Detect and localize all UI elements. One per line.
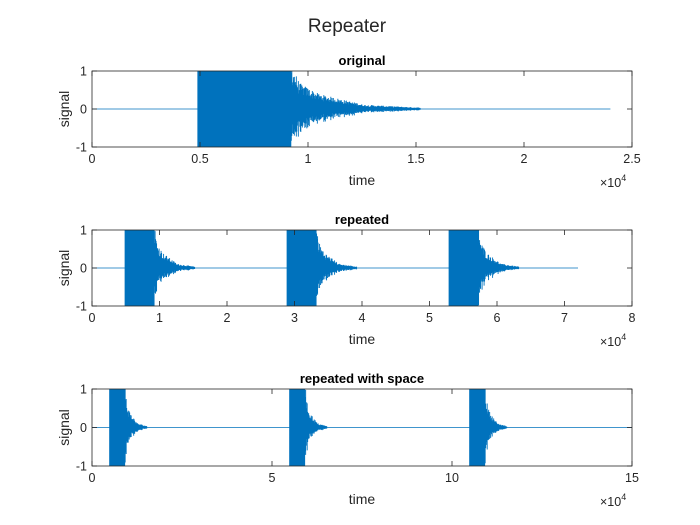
signal-burst bbox=[109, 389, 148, 466]
x-tick-label: 3 bbox=[291, 311, 298, 325]
y-axis-label: signal bbox=[56, 409, 72, 446]
x-axis-label: time bbox=[349, 491, 376, 507]
x-exponent-base: ×10 bbox=[600, 176, 621, 190]
signal-burst bbox=[289, 389, 328, 466]
signal-series bbox=[92, 230, 578, 306]
x-tick-label: 5 bbox=[269, 471, 276, 485]
signal-burst bbox=[197, 71, 421, 147]
x-tick-label: 2.5 bbox=[623, 152, 640, 166]
y-tick-label: -1 bbox=[76, 300, 87, 314]
x-tick-label: 10 bbox=[445, 471, 459, 485]
x-exponent-label: ×104 bbox=[600, 173, 626, 190]
x-tick-label: 7 bbox=[561, 311, 568, 325]
y-axis-label: signal bbox=[56, 250, 72, 287]
y-tick-label: 0 bbox=[80, 421, 87, 435]
x-tick-label: 2 bbox=[521, 152, 528, 166]
x-exponent-label: ×104 bbox=[600, 332, 626, 349]
x-exponent-power: 4 bbox=[621, 332, 626, 342]
y-axis-label: signal bbox=[56, 91, 72, 128]
y-tick-label: -1 bbox=[76, 141, 87, 155]
axes-title: repeated bbox=[335, 212, 389, 227]
y-tick-label: 1 bbox=[80, 383, 87, 397]
x-axis-label: time bbox=[349, 331, 376, 347]
x-tick-label: 6 bbox=[494, 311, 501, 325]
x-tick-label: 15 bbox=[625, 471, 639, 485]
axes-title: repeated with space bbox=[300, 371, 424, 386]
x-axis-label: time bbox=[349, 172, 376, 188]
y-tick-label: 1 bbox=[80, 65, 87, 79]
x-exponent-label: ×104 bbox=[600, 492, 626, 509]
y-tick-label: 1 bbox=[80, 224, 87, 238]
x-tick-label: 1 bbox=[305, 152, 312, 166]
signal-series bbox=[92, 71, 611, 147]
x-tick-label: 5 bbox=[426, 311, 433, 325]
signal-burst bbox=[469, 389, 508, 466]
x-tick-label: 1.5 bbox=[407, 152, 424, 166]
x-tick-label: 4 bbox=[359, 311, 366, 325]
y-tick-label: 0 bbox=[80, 262, 87, 276]
x-tick-label: 0 bbox=[89, 471, 96, 485]
x-exponent-power: 4 bbox=[621, 492, 626, 502]
signal-burst bbox=[124, 230, 196, 306]
y-tick-label: 0 bbox=[80, 103, 87, 117]
x-tick-label: 0.5 bbox=[191, 152, 208, 166]
y-tick-label: -1 bbox=[76, 460, 87, 474]
x-tick-label: 0 bbox=[89, 152, 96, 166]
x-tick-label: 2 bbox=[224, 311, 231, 325]
x-exponent-power: 4 bbox=[621, 173, 626, 183]
axes-title: original bbox=[339, 53, 386, 68]
signal-burst bbox=[286, 230, 358, 306]
signal-burst bbox=[448, 230, 520, 306]
x-exponent-base: ×10 bbox=[600, 335, 621, 349]
x-tick-label: 8 bbox=[629, 311, 636, 325]
signal-series bbox=[92, 389, 632, 466]
x-tick-label: 1 bbox=[156, 311, 163, 325]
x-exponent-base: ×10 bbox=[600, 495, 621, 509]
x-tick-label: 0 bbox=[89, 311, 96, 325]
figure-title: Repeater bbox=[308, 16, 387, 37]
